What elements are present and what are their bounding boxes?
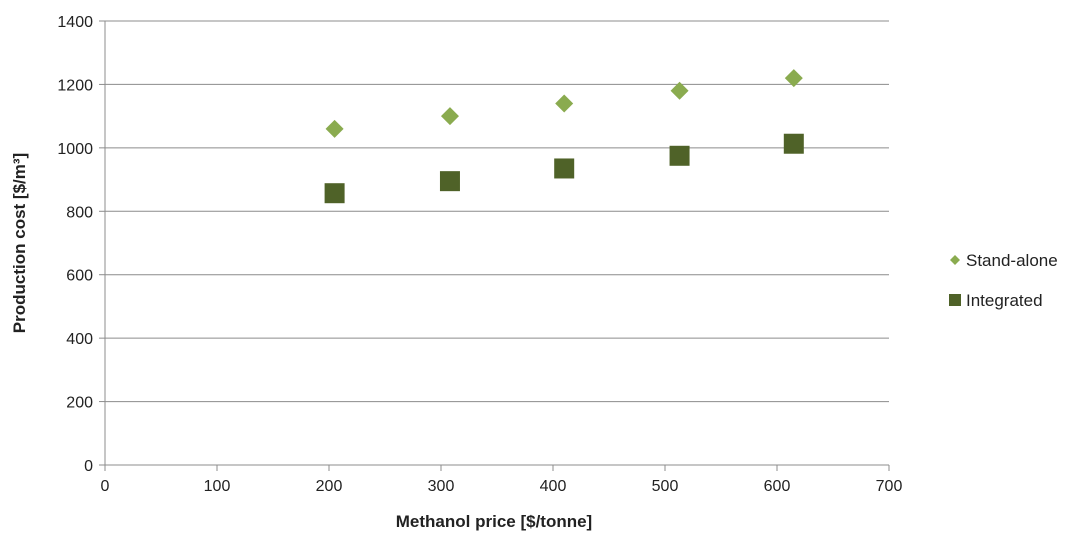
legend-label: Stand-alone [966, 251, 1058, 270]
data-points [324, 69, 804, 204]
x-tick-label: 700 [876, 478, 903, 495]
x-tick-label: 100 [204, 478, 231, 495]
integrated-point [669, 145, 690, 166]
y-tick-label: 1200 [57, 77, 93, 94]
integrated-point [783, 133, 804, 154]
y-tick-label: 1400 [57, 14, 93, 31]
x-tick-label: 300 [428, 478, 455, 495]
stand-alone-point [670, 81, 689, 100]
stand-alone-point [784, 69, 803, 88]
gridlines [105, 20, 889, 403]
integrated-point [554, 158, 575, 179]
x-tick-label: 400 [540, 478, 567, 495]
integrated-legend-marker [949, 294, 961, 306]
stand-alone-legend-marker [950, 255, 960, 265]
x-tick-label: 0 [101, 478, 110, 495]
x-axis-title: Methanol price [$/tonne] [396, 512, 592, 531]
legend-label: Integrated [966, 291, 1043, 310]
y-tick-label: 1000 [57, 141, 93, 158]
stand-alone-point [440, 107, 459, 126]
integrated-point [439, 171, 460, 192]
y-tick-label: 0 [84, 458, 93, 475]
y-tick-label: 800 [66, 204, 93, 221]
tick-labels: 0 200 400 600 800 1000 1200 1400 0 100 200 300 400 50… [57, 14, 902, 495]
x-tick-label: 200 [316, 478, 343, 495]
axes [99, 20, 890, 471]
x-tick-label: 500 [652, 478, 679, 495]
y-tick-label: 400 [66, 331, 93, 348]
y-axis-title: Production cost [$/m³] [10, 153, 29, 333]
integrated-point [324, 183, 345, 204]
y-tick-label: 600 [66, 268, 93, 285]
legend: Stand-alone Integrated [949, 251, 1058, 310]
stand-alone-point [555, 94, 574, 113]
x-tick-label: 600 [764, 478, 791, 495]
stand-alone-point [325, 119, 344, 138]
y-tick-label: 200 [66, 395, 93, 412]
